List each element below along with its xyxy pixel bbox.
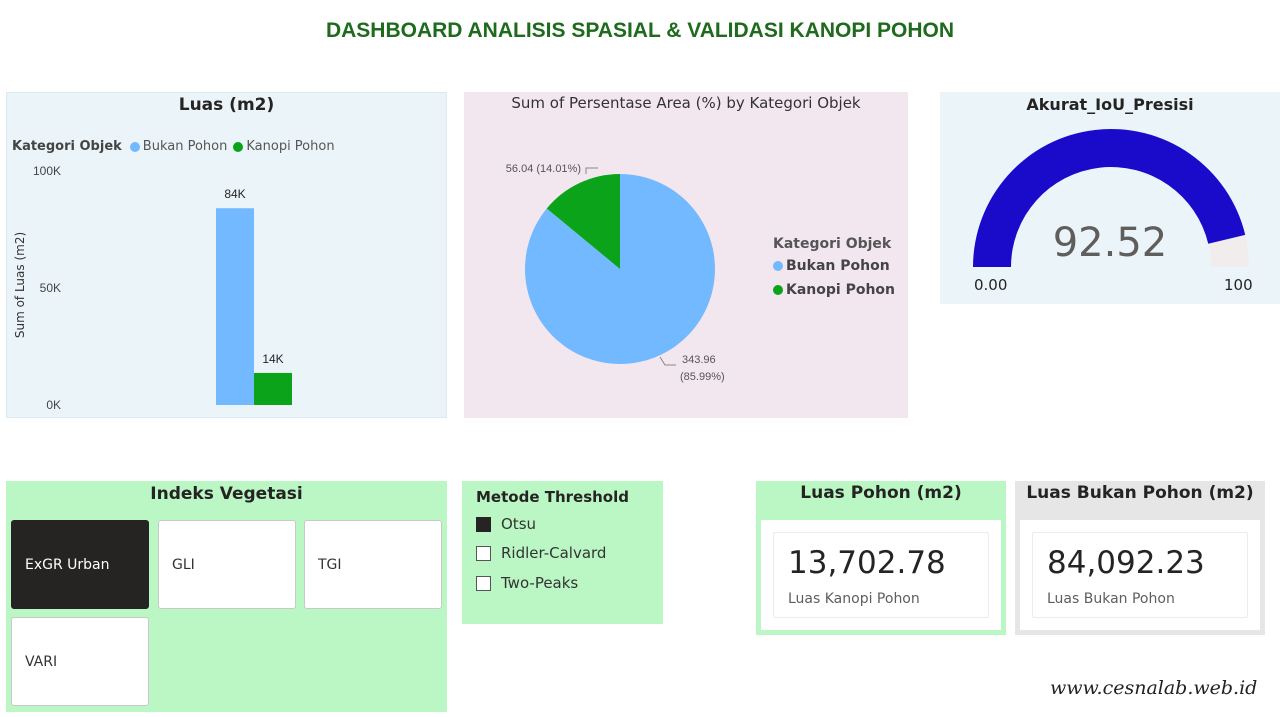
indeks-vegetasi-slicer: Indeks Vegetasi ExGR Urban GLI TGI VARI: [6, 481, 447, 712]
slicer-tile-vari[interactable]: VARI: [11, 617, 149, 706]
pie-slice: [525, 174, 715, 365]
pie-chart-legend: Kategori Objek Bukan Pohon Kanopi Pohon: [773, 236, 895, 306]
kpi-title: Luas Pohon (m2): [800, 483, 962, 503]
gauge-title: Akurat_IoU_Presisi: [1026, 95, 1194, 114]
threshold-option-label: Otsu: [501, 515, 537, 533]
kpi-label: Luas Kanopi Pohon: [788, 591, 920, 607]
legend-dot-icon: [233, 141, 244, 152]
kpi-card-luas-pohon[interactable]: Luas Pohon (m2) 13,702.78 Luas Kanopi Po…: [756, 481, 1006, 635]
pie-data-label: 343.96: [682, 354, 716, 366]
gauge-value: 92.52: [1052, 220, 1168, 266]
slicer-title: Metode Threshold: [476, 488, 629, 506]
pie-chart-plot: 56.04 (14.01%) 343.96 (85.99%): [506, 163, 725, 383]
checkbox-checked-icon[interactable]: [476, 516, 491, 532]
legend-dot-icon: [773, 261, 783, 271]
metode-threshold-slicer: Metode Threshold Otsu Ridler-Calvard Two…: [462, 481, 663, 624]
bar-chart-title: Luas (m2): [178, 95, 275, 115]
gauge-min-label: 0.00: [974, 276, 1008, 294]
pie-slice: [546, 174, 620, 269]
kpi-title: Luas Bukan Pohon (m2): [1026, 483, 1254, 503]
pie-leader-line: [585, 167, 598, 174]
bar: [216, 208, 254, 405]
slicer-title: Indeks Vegetasi: [150, 484, 303, 504]
y-tick-label: 50K: [40, 281, 61, 295]
kpi-value: 84,092.23: [1047, 545, 1205, 581]
checkbox-icon[interactable]: [476, 545, 491, 561]
bar-legend-item-kanopi-pohon[interactable]: Kanopi Pohon: [233, 139, 335, 154]
bar-chart-legend: Kategori Objek Bukan Pohon Kanopi Pohon: [12, 139, 341, 154]
pie-legend-item-bukan-pohon[interactable]: Bukan Pohon: [773, 258, 895, 274]
iou-gauge-card[interactable]: Akurat_IoU_Presisi 92.52 0.00 100: [940, 92, 1280, 304]
checkbox-icon[interactable]: [476, 575, 491, 591]
slicer-tile-tgi[interactable]: TGI: [304, 520, 442, 609]
threshold-option-ridler-calvard[interactable]: Ridler-Calvard: [476, 544, 606, 562]
gauge-fill: [973, 128, 1246, 267]
bar-data-label: 84K: [224, 187, 245, 201]
watermark-text: www.cesnalab.web.id: [1050, 677, 1258, 699]
threshold-option-label: Ridler-Calvard: [501, 544, 607, 562]
pie-legend-label: Bukan Pohon: [786, 258, 890, 274]
bar-legend-label: Bukan Pohon: [142, 139, 228, 154]
pie-data-label: 56.04 (14.01%): [506, 163, 581, 175]
pie-legend-item-kanopi-pohon[interactable]: Kanopi Pohon: [773, 282, 895, 298]
pie-data-label: (85.99%): [680, 371, 725, 383]
slicer-tile-exgr-urban[interactable]: ExGR Urban: [11, 520, 149, 609]
legend-dot-icon: [773, 285, 783, 295]
bar-data-label: 14K: [262, 352, 283, 366]
threshold-option-two-peaks[interactable]: Two-Peaks: [476, 574, 578, 592]
kpi-card-luas-bukan-pohon[interactable]: Luas Bukan Pohon (m2) 84,092.23 Luas Buk…: [1015, 481, 1265, 635]
page-title: DASHBOARD ANALISIS SPASIAL & VALIDASI KA…: [325, 19, 955, 42]
bar-legend-title: Kategori Objek: [12, 139, 122, 154]
pie-legend-label: Kanopi Pohon: [786, 282, 896, 298]
bar-legend-label: Kanopi Pohon: [246, 139, 335, 154]
gauge-max-label: 100: [1224, 276, 1253, 294]
pie-leader-line: [659, 356, 676, 366]
luas-bar-chart[interactable]: Luas (m2) Kategori Objek Bukan Pohon Kan…: [6, 92, 447, 418]
kpi-label: Luas Bukan Pohon: [1047, 591, 1175, 607]
bar-chart-plot: 0K 50K 100K 84K 14K: [33, 164, 292, 412]
kpi-value: 13,702.78: [788, 545, 946, 581]
gauge-arc: [973, 128, 1249, 267]
legend-dot-icon: [129, 141, 140, 152]
bar: [254, 372, 292, 405]
persentase-pie-chart[interactable]: Sum of Persentase Area (%) by Kategori O…: [464, 92, 908, 418]
y-tick-label: 0K: [46, 398, 61, 412]
threshold-option-otsu[interactable]: Otsu: [476, 515, 536, 533]
bar-legend-item-bukan-pohon[interactable]: Bukan Pohon: [129, 139, 228, 154]
pie-legend-title: Kategori Objek: [773, 236, 892, 252]
y-tick-label: 100K: [33, 164, 61, 178]
pie-chart-title: Sum of Persentase Area (%) by Kategori O…: [511, 94, 861, 112]
gauge-track: [1208, 234, 1249, 267]
slicer-tile-gli[interactable]: GLI: [158, 520, 296, 609]
threshold-option-label: Two-Peaks: [501, 574, 579, 592]
